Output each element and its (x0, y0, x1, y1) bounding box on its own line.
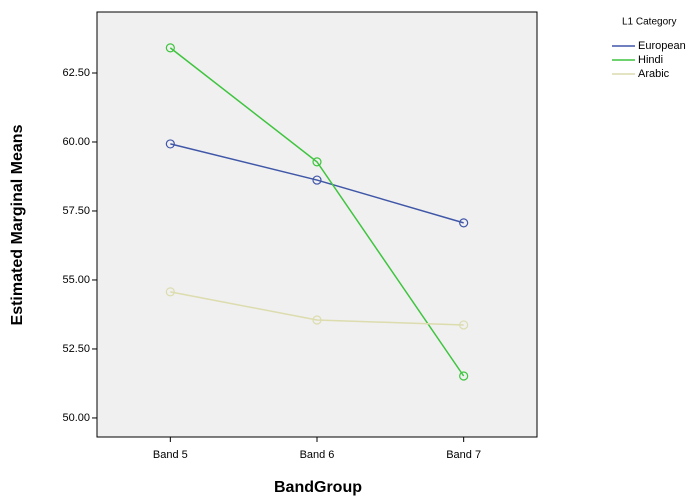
x-tick-label: Band 6 (300, 449, 335, 461)
point-marker (459, 371, 469, 381)
point-marker (165, 287, 175, 297)
point-marker (312, 157, 322, 167)
y-tick-label: 62.50 (62, 67, 90, 79)
point-marker (165, 139, 175, 149)
legend-label: European (638, 40, 686, 52)
point-marker (459, 218, 469, 228)
y-tick-label: 55.00 (62, 274, 90, 286)
series-line (170, 291, 464, 326)
x-tick-label: Band 7 (446, 449, 481, 461)
y-tick-label: 60.00 (62, 136, 90, 148)
legend-title: L1 Category (622, 17, 676, 28)
point-marker (459, 320, 469, 330)
series-line (170, 143, 464, 224)
legend-label: Arabic (638, 68, 670, 80)
y-tick-label: 57.50 (62, 205, 90, 217)
point-marker (312, 175, 322, 185)
series-line (169, 47, 465, 377)
plot-area (96, 11, 538, 438)
legend-label: Hindi (638, 54, 663, 66)
y-tick-label: 50.00 (62, 412, 90, 424)
x-tick-label: Band 5 (153, 449, 188, 461)
point-marker (312, 315, 322, 325)
x-axis-title: BandGroup (274, 479, 362, 496)
y-tick-label: 52.50 (62, 343, 90, 355)
y-axis-title: Estimated Marginal Means (9, 124, 26, 325)
point-marker (165, 43, 175, 53)
